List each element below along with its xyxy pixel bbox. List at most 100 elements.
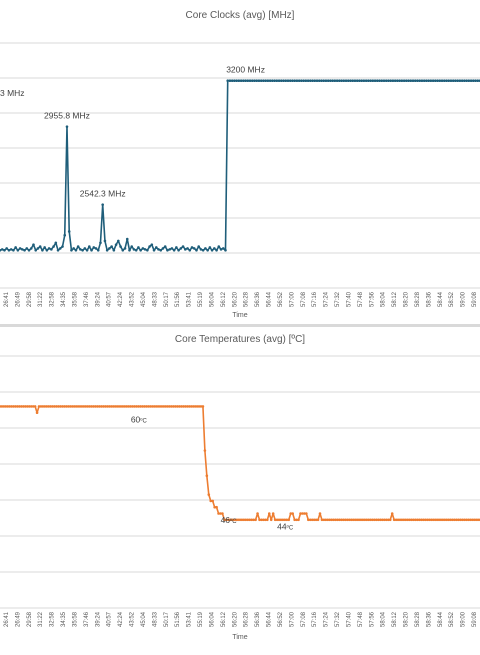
data-point	[0, 405, 4, 408]
data-point	[199, 405, 203, 408]
data-point	[104, 405, 107, 408]
data-point	[162, 405, 166, 408]
data-point	[299, 512, 302, 515]
data-point	[283, 518, 287, 522]
data-point	[344, 79, 348, 82]
data-label: 3200 MHz	[226, 65, 265, 75]
data-point	[398, 79, 401, 82]
data-point	[148, 245, 151, 248]
data-point	[195, 249, 198, 252]
data-point	[308, 518, 312, 522]
data-point	[405, 79, 408, 82]
data-point	[259, 79, 263, 82]
data-point	[334, 518, 337, 522]
data-label: 2542.3 MHz	[80, 189, 126, 199]
data-point	[85, 249, 89, 252]
data-point	[98, 405, 101, 408]
data-point	[242, 518, 246, 522]
data-point	[226, 79, 230, 82]
data-point	[191, 405, 195, 408]
data-point	[14, 405, 17, 408]
data-point	[4, 405, 8, 408]
data-point	[304, 79, 308, 82]
data-point	[157, 248, 160, 251]
data-point	[410, 518, 414, 522]
data-point	[132, 248, 136, 251]
data-point	[88, 245, 91, 248]
data-point	[7, 249, 11, 252]
data-point	[336, 518, 339, 522]
data-point	[357, 518, 361, 522]
data-point	[32, 243, 35, 246]
data-point	[137, 246, 140, 249]
data-point	[45, 249, 49, 252]
x-tick-label: 56:20	[232, 611, 238, 627]
data-point	[226, 518, 230, 522]
data-point	[195, 405, 199, 408]
data-point	[246, 518, 250, 522]
x-tick-label: 56:20	[232, 291, 238, 307]
x-tick-label: 55:19	[198, 611, 204, 627]
data-point	[364, 79, 368, 82]
data-point	[285, 518, 289, 522]
data-point	[288, 79, 292, 82]
data-label: 2955.8 MHz	[44, 111, 90, 121]
x-tick-label: 32:58	[50, 611, 56, 627]
data-point	[197, 245, 200, 248]
data-point	[371, 79, 375, 82]
data-point	[80, 405, 84, 408]
data-point	[326, 518, 330, 522]
data-point	[146, 249, 149, 252]
data-label-unit: ºC	[140, 417, 147, 424]
x-tick-label: 42:24	[118, 611, 124, 627]
data-point	[57, 405, 60, 408]
data-point	[79, 248, 82, 251]
data-point	[361, 518, 365, 522]
data-point	[117, 405, 121, 408]
data-point	[466, 518, 470, 522]
data-point	[346, 79, 350, 82]
data-point	[211, 499, 214, 503]
data-point	[141, 247, 145, 250]
data-point	[29, 247, 33, 250]
data-point	[8, 405, 12, 408]
data-point	[121, 405, 125, 408]
data-point	[38, 245, 42, 248]
x-tick-label: 26:49	[15, 611, 21, 627]
data-point	[404, 518, 408, 522]
data-point	[264, 79, 267, 82]
data-point	[386, 518, 390, 522]
data-point	[424, 518, 427, 522]
series-line	[0, 79, 480, 252]
data-point	[143, 405, 146, 408]
data-point	[351, 518, 355, 522]
data-point	[12, 405, 15, 408]
data-point	[269, 518, 273, 522]
data-point	[413, 79, 417, 82]
data-point	[312, 518, 316, 522]
data-point	[158, 405, 162, 408]
x-tick-label: 43:52	[130, 291, 136, 307]
data-point	[275, 79, 279, 82]
data-point	[150, 243, 154, 246]
data-point	[217, 245, 221, 248]
x-tick-label: 57:16	[312, 611, 318, 627]
data-label: 46ºC	[221, 515, 238, 525]
data-point	[148, 405, 152, 408]
data-point	[125, 237, 129, 241]
x-tick-label: 58:20	[404, 611, 410, 627]
data-point	[3, 249, 6, 252]
x-tick-label: 57:56	[369, 291, 375, 307]
data-point	[349, 518, 353, 522]
data-point	[74, 249, 78, 252]
data-point	[152, 405, 156, 408]
data-point	[315, 79, 319, 82]
data-point	[355, 79, 359, 82]
data-point	[39, 405, 43, 408]
data-point	[111, 405, 115, 408]
x-tick-label: 58:36	[426, 291, 432, 307]
data-point	[303, 512, 306, 515]
data-point	[189, 405, 193, 408]
data-point	[172, 249, 176, 252]
data-point	[31, 405, 35, 408]
